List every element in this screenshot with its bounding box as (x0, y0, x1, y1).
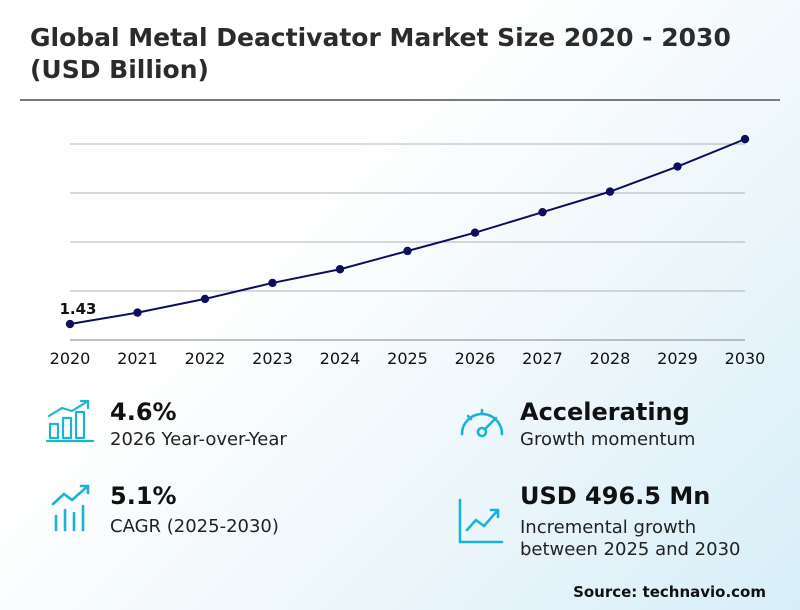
data-points (65, 134, 750, 329)
x-tick-label: 2021 (117, 349, 158, 368)
kpi-cagr-value: 5.1% (110, 482, 177, 510)
data-point (268, 278, 277, 288)
data-point (200, 294, 210, 304)
x-tick-label: 2020 (50, 349, 91, 368)
kpi-incremental-value: USD 496.5 Mn (520, 482, 711, 510)
x-tick-label: 2023 (252, 349, 293, 368)
line-chart-icon (458, 498, 504, 544)
x-tick-label: 2022 (185, 349, 226, 368)
kpi-cagr-label: CAGR (2025-2030) (110, 516, 279, 537)
x-tick-label: 2030 (725, 349, 766, 368)
data-point (470, 228, 480, 237)
bar-chart-growth-icon (46, 399, 95, 443)
x-tick-label: 2028 (590, 349, 631, 368)
kpi-yoy-value: 4.6% (110, 398, 177, 426)
kpi-momentum: Accelerating Growth momentum (456, 398, 776, 458)
data-point (65, 319, 75, 329)
speedometer-icon (460, 408, 504, 438)
x-tick-label: 2024 (320, 349, 361, 368)
x-tick-label: 2029 (657, 349, 698, 368)
data-point (740, 134, 750, 144)
kpi-incremental: USD 496.5 Mn Incremental growth between … (456, 482, 786, 566)
grid-lines (70, 143, 745, 341)
kpi-yoy-label: 2026 Year-over-Year (110, 429, 287, 450)
x-tick-label: 2026 (455, 349, 496, 368)
data-point (605, 187, 615, 196)
source-note: Source: technavio.com (573, 583, 766, 601)
kpi-incremental-label-line1: Incremental growth (520, 517, 697, 538)
x-axis-ticks: 2020 2021 2022 2023 2024 2025 2026 2027 2028 2029… (50, 349, 766, 368)
market-size-line-chart: 2020 2021 2022 2023 2024 2025 2026 2027 2028 2029… (50, 134, 766, 368)
kpi-incremental-label-line2: between 2025 and 2030 (520, 539, 741, 560)
data-point (673, 162, 682, 171)
kpi-yoy: 4.6% 2026 Year-over-Year (46, 398, 376, 458)
series-line (69, 138, 746, 326)
x-tick-label: 2027 (522, 349, 563, 368)
kpi-cagr: 5.1% CAGR (2025-2030) (50, 482, 380, 542)
kpi-momentum-label: Growth momentum (520, 429, 696, 450)
title-divider (20, 99, 780, 101)
data-point (403, 246, 412, 256)
chart-title: Global Metal Deactivator Market Size 202… (30, 23, 731, 84)
x-tick-label: 2025 (387, 349, 428, 368)
data-point (335, 265, 345, 274)
data-label: 1.43 (59, 300, 96, 318)
trend-bars-icon (51, 484, 90, 532)
data-point (133, 308, 142, 317)
kpi-momentum-value: Accelerating (520, 398, 690, 426)
data-point (538, 207, 547, 217)
data-labels: 1.43 (59, 300, 96, 318)
